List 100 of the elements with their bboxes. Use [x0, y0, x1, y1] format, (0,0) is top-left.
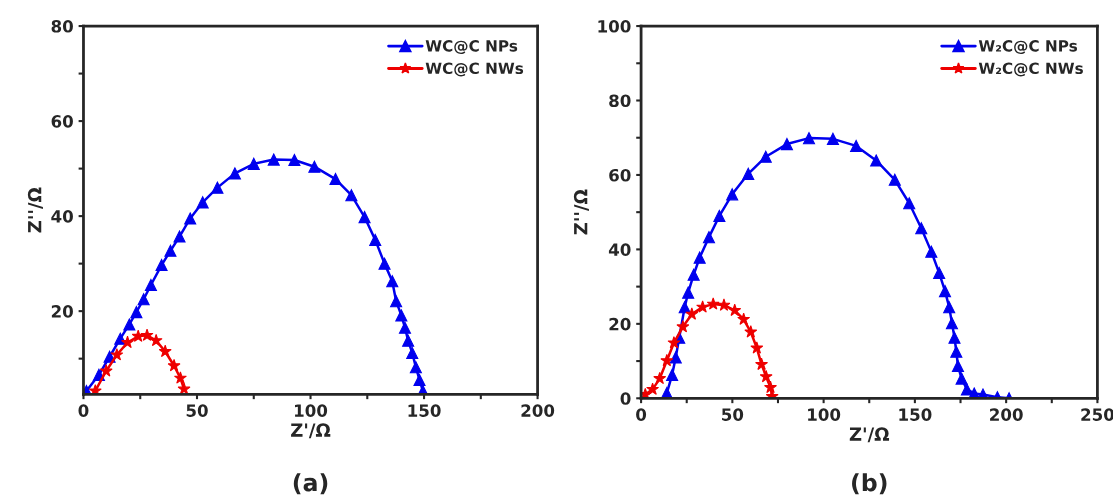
x-tick-label: 150: [408, 404, 441, 417]
x-tick-label: 100: [808, 408, 841, 421]
text: (b): [852, 473, 887, 495]
point: [943, 301, 956, 314]
point: [687, 268, 700, 281]
point: [669, 351, 682, 364]
point: [713, 209, 726, 222]
point: [850, 139, 863, 152]
point: [682, 286, 695, 299]
point: [167, 359, 181, 372]
y-axis-title: Z''/Ω: [573, 189, 589, 235]
x-tick-label: 200: [521, 404, 555, 417]
point: [173, 371, 187, 384]
point: [759, 150, 772, 163]
y-tick-label: 0: [620, 392, 631, 405]
point: [358, 210, 371, 224]
x-tick-label: 200: [990, 408, 1023, 421]
point: [288, 153, 301, 167]
point: [378, 257, 391, 270]
point: [164, 244, 177, 257]
y-tick-label: 40: [608, 243, 631, 256]
point: [369, 233, 382, 246]
point: [737, 312, 751, 325]
text: (a): [293, 473, 328, 495]
point: [696, 300, 710, 313]
point: [915, 222, 928, 235]
point: [726, 188, 739, 201]
legend-label: W₂C@C NPs: [978, 40, 1078, 55]
x-tick-label: 0: [78, 404, 89, 417]
point: [173, 230, 186, 243]
point: [247, 157, 260, 170]
point: [744, 325, 758, 338]
y-tick-label: 60: [609, 168, 631, 182]
point: [140, 328, 154, 341]
legend-label: W₂C@C NWs: [978, 62, 1083, 77]
point: [395, 309, 408, 322]
point: [409, 361, 422, 374]
x-axis-title: Z'/Ω: [291, 423, 331, 439]
point: [802, 132, 816, 145]
point: [123, 318, 136, 331]
point: [390, 295, 403, 308]
point: [925, 245, 938, 258]
y-tick-label: 80: [609, 94, 631, 108]
point: [211, 181, 224, 194]
point: [667, 336, 681, 349]
point: [308, 160, 321, 173]
point: [99, 364, 113, 377]
point: [149, 333, 163, 347]
point: [948, 331, 961, 344]
point: [951, 359, 965, 372]
point: [685, 307, 699, 320]
x-tick-label: 150: [899, 408, 932, 421]
x-tick-label: 100: [295, 404, 328, 417]
legend-label: WC@C NPs: [425, 40, 518, 55]
point: [717, 298, 731, 311]
point: [184, 212, 197, 225]
point: [196, 196, 209, 209]
point: [759, 369, 773, 383]
point: [945, 317, 959, 330]
point: [666, 368, 679, 381]
x-tick-label: 50: [722, 408, 744, 421]
point: [646, 382, 660, 395]
y-tick-label: 80: [51, 20, 73, 33]
y-tick-label: 20: [51, 305, 73, 318]
point: [398, 321, 412, 334]
point: [826, 132, 839, 145]
point: [653, 371, 667, 385]
point: [728, 303, 742, 317]
y-tick-label: 100: [598, 20, 631, 33]
x-tick-label: 50: [186, 404, 208, 417]
point: [903, 197, 916, 210]
point: [386, 275, 399, 288]
point: [955, 372, 968, 385]
point: [402, 334, 415, 347]
point: [950, 345, 963, 358]
point: [345, 189, 358, 202]
point: [413, 373, 426, 387]
y-axis-title: Z''/Ω: [27, 187, 43, 233]
point: [742, 167, 755, 180]
point: [329, 172, 342, 186]
point: [131, 329, 145, 342]
point: [228, 167, 241, 180]
point: [870, 154, 883, 167]
point: [938, 285, 952, 298]
y-tick-label: 60: [51, 115, 73, 128]
point: [130, 306, 143, 319]
point: [155, 258, 168, 272]
x-axis-title: Z'/Ω: [849, 427, 890, 443]
point: [750, 341, 764, 354]
point: [780, 137, 794, 151]
point: [406, 346, 419, 360]
point: [693, 251, 706, 264]
point: [702, 231, 716, 244]
point: [755, 357, 769, 370]
point: [660, 353, 674, 367]
point: [158, 344, 172, 358]
y-tick-label: 40: [51, 210, 73, 223]
point: [764, 380, 777, 394]
x-tick-label: 0: [636, 408, 647, 421]
point: [933, 266, 946, 279]
